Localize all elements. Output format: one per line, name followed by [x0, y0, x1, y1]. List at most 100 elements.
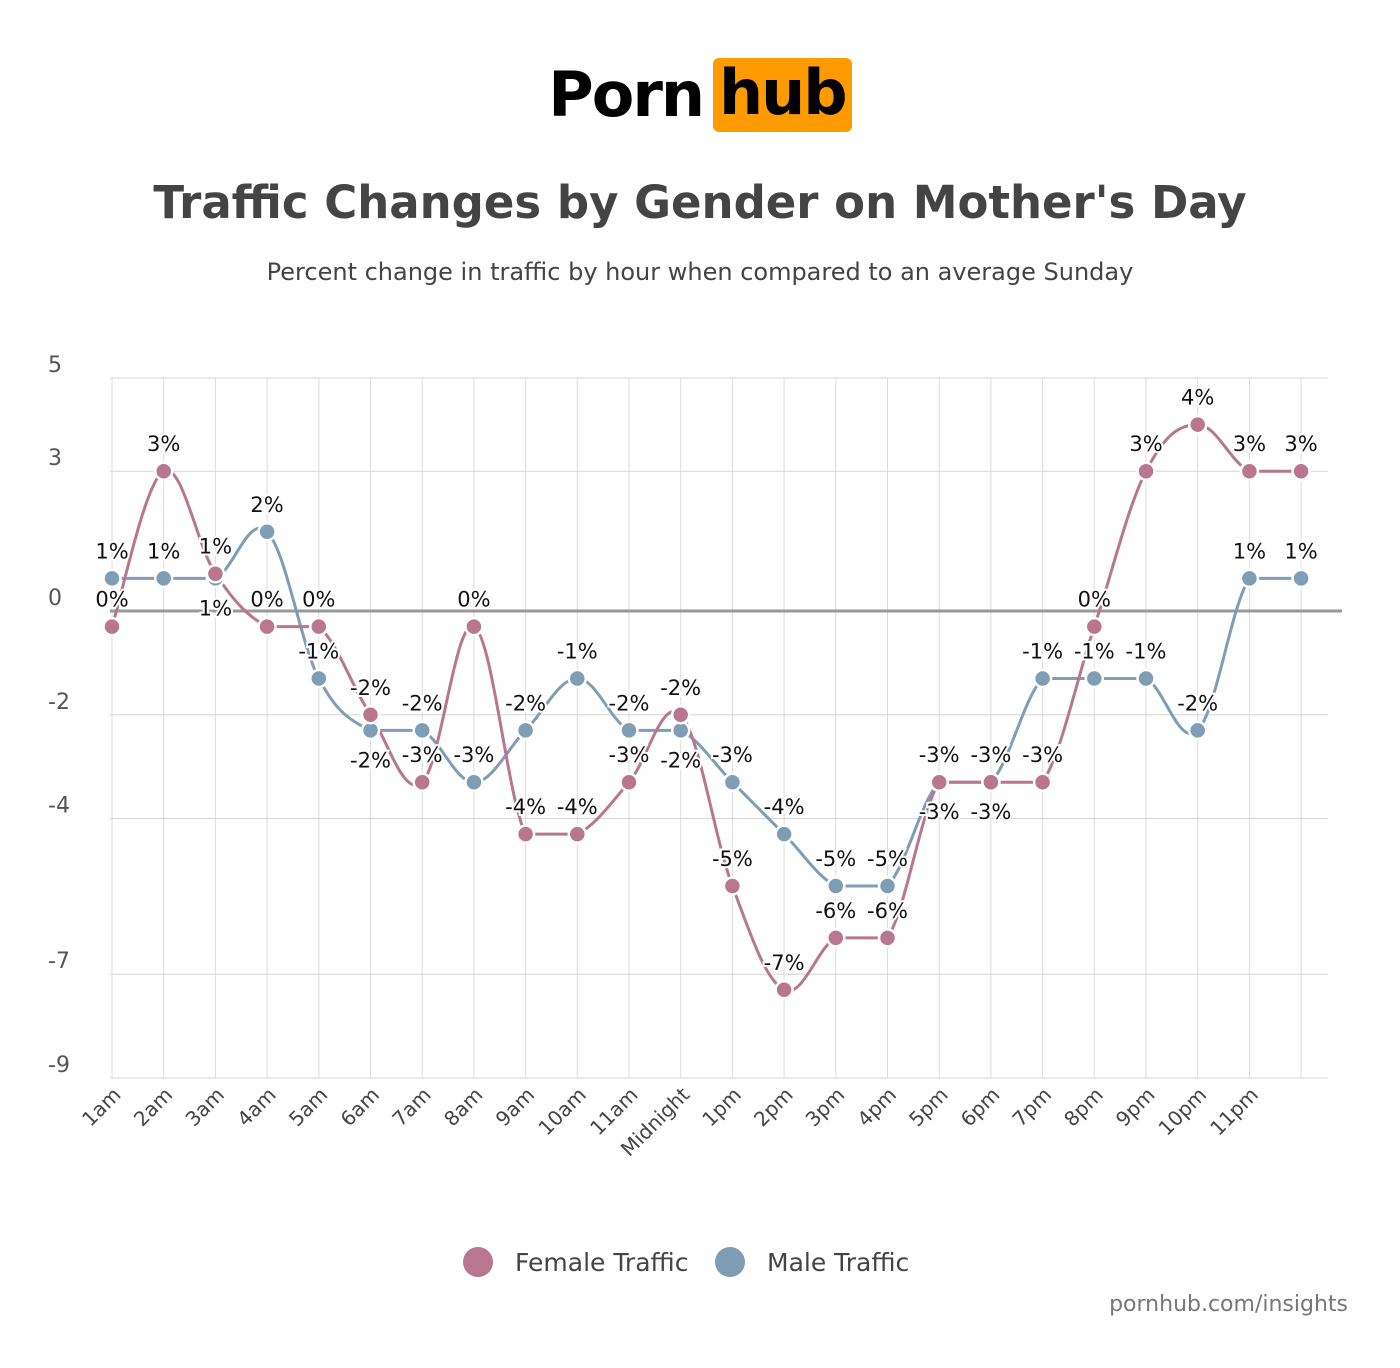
data-label-male: -1%: [557, 639, 598, 663]
x-tick-label: 5am: [284, 1083, 332, 1131]
data-point-male: [619, 720, 639, 741]
data-point-male: [826, 876, 846, 896]
data-point-female: [205, 563, 226, 584]
source-credit: pornhub.com/insights: [1109, 1292, 1348, 1317]
data-point-male: [1084, 668, 1105, 689]
data-label-female: -3%: [919, 743, 960, 767]
x-tick-label: 4am: [232, 1083, 280, 1131]
data-point-female: [619, 772, 639, 792]
data-point-male: [774, 824, 794, 844]
data-label-female: 4%: [1181, 386, 1214, 410]
y-tick-label: -9: [48, 1053, 70, 1078]
data-label-male: -3%: [919, 800, 960, 824]
legend-swatch-male: [715, 1247, 745, 1277]
data-label-male: -2%: [505, 691, 546, 715]
data-label-male: -3%: [970, 800, 1011, 824]
x-tick-label: 1am: [77, 1083, 125, 1131]
x-tick-label: 2pm: [749, 1083, 798, 1132]
data-label-female: -6%: [815, 899, 856, 923]
y-tick-label: 3: [48, 446, 62, 471]
data-label-female: -4%: [557, 795, 598, 819]
data-point-male: [1291, 568, 1311, 589]
data-label-male: 1%: [1233, 539, 1266, 563]
data-label-male: 2%: [250, 493, 283, 517]
series-line-female: [110, 423, 1302, 993]
data-label-male: 1%: [1284, 539, 1317, 563]
data-point-female: [722, 876, 743, 896]
data-label-male: -3%: [453, 743, 494, 767]
y-tick-label: 5: [48, 353, 62, 378]
data-label-female: -6%: [867, 899, 908, 923]
data-point-male: [1136, 668, 1156, 689]
data-point-male: [153, 568, 174, 589]
data-point-female: [1032, 772, 1053, 792]
x-tick-label: 8am: [439, 1083, 487, 1131]
data-point-female: [774, 980, 794, 1000]
y-tick-label: -7: [48, 949, 70, 974]
data-point-female: [257, 616, 277, 637]
data-label-female: -3%: [402, 743, 443, 767]
data-point-female: [670, 705, 691, 725]
data-label-female: 3%: [1233, 432, 1266, 456]
data-point-male: [412, 720, 432, 741]
x-tick-label: 8pm: [1059, 1083, 1108, 1132]
series-line-male: [112, 527, 1302, 888]
chart-subtitle: Percent change in traffic by hour when c…: [266, 258, 1134, 286]
data-label-female: 0%: [95, 588, 128, 612]
data-point-male: [567, 668, 588, 689]
y-tick-label: 0: [48, 586, 62, 611]
data-point-female: [1084, 616, 1105, 637]
x-tick-label: 11pm: [1205, 1083, 1263, 1141]
data-point-male: [877, 876, 898, 896]
legend-label-female: Female Traffic: [515, 1248, 688, 1277]
x-tick-label: 3am: [181, 1083, 229, 1131]
data-label-female: -3%: [609, 743, 650, 767]
x-tick-label: 6pm: [956, 1083, 1005, 1132]
data-point-female: [877, 928, 898, 948]
data-label-female: 1%: [199, 535, 232, 559]
data-point-male: [102, 568, 122, 589]
logo-text-hub: hub: [713, 58, 852, 132]
data-label-male: -3%: [712, 743, 753, 767]
data-label-female: 3%: [1284, 432, 1317, 456]
y-tick-label: -2: [48, 690, 70, 715]
data-point-male: [257, 522, 277, 542]
data-label-male: 1%: [95, 539, 128, 563]
data-point-female: [1187, 414, 1208, 435]
data-label-male: -2%: [350, 748, 391, 772]
data-label-female: 0%: [457, 588, 490, 612]
data-point-female: [464, 616, 484, 637]
data-point-female: [1136, 461, 1156, 481]
x-tick-label: 9pm: [1111, 1083, 1160, 1132]
data-point-female: [567, 824, 588, 844]
x-tick-label: 6am: [336, 1083, 384, 1131]
y-tick-label: -4: [48, 794, 70, 819]
data-label-male: -2%: [609, 691, 650, 715]
data-point-female: [1291, 461, 1311, 481]
data-label-male: -4%: [764, 795, 805, 819]
data-point-female: [153, 461, 174, 481]
data-label-female: 3%: [1129, 432, 1162, 456]
data-point-female: [412, 772, 432, 792]
x-tick-label: 3pm: [801, 1083, 850, 1132]
data-point-female: [309, 616, 329, 637]
data-label-male: -1%: [1074, 639, 1115, 663]
data-label-male: 1%: [199, 596, 232, 620]
chart-title: Traffic Changes by Gender on Mother's Da…: [153, 176, 1247, 229]
data-point-female: [929, 772, 949, 792]
data-point-female: [360, 705, 381, 725]
data-label-male: -5%: [815, 847, 856, 871]
data-point-female: [826, 928, 846, 948]
data-label-female: 3%: [147, 432, 180, 456]
data-label-female: 0%: [1078, 588, 1111, 612]
x-tick-label: 4pm: [852, 1083, 901, 1132]
data-point-male: [1187, 720, 1208, 741]
data-point-male: [1032, 668, 1053, 689]
data-label-female: -2%: [350, 676, 391, 700]
x-tick-label: 7pm: [1007, 1083, 1056, 1132]
x-tick-label: 10pm: [1154, 1083, 1212, 1141]
data-label-female: 0%: [302, 588, 335, 612]
data-label-male: 1%: [147, 539, 180, 563]
data-label-male: -1%: [298, 639, 339, 663]
